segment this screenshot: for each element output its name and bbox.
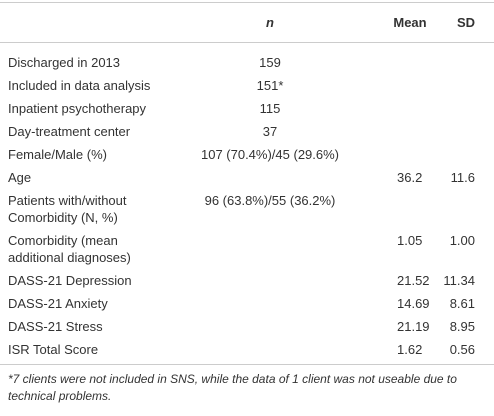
table-cell: 1.62 — [397, 342, 423, 357]
table-cell: 11.6 — [450, 170, 475, 185]
table-cell: 37 — [262, 124, 278, 139]
table-cell: 36.2 — [397, 170, 423, 185]
table-cell — [440, 43, 494, 75]
table-cell — [440, 143, 494, 166]
table-cell: 8.61 — [449, 296, 475, 311]
table-row: Included in data analysis 151* — [0, 74, 494, 97]
table-cell: Female/Male (%) — [8, 147, 107, 162]
table-row: ISR Total Score 1.62 0.56 — [0, 338, 494, 365]
table-cell: 115 — [259, 101, 281, 116]
header-cell: SD — [440, 2, 494, 43]
table-row: DASS-21 Depression 21.52 11.34 — [0, 269, 494, 292]
data-table: n Mean SD Discharged in 2013 159 Included … — [0, 2, 494, 365]
table-cell: Day-treatment center — [8, 124, 131, 139]
footnote: *7 clients were not included in SNS, whi… — [8, 372, 457, 403]
table-row: Day-treatment center 37 — [0, 120, 494, 143]
table-cell — [440, 120, 494, 143]
table-row: Patients with/without Comorbidity (N, %)… — [0, 189, 494, 229]
table-cell — [440, 97, 494, 120]
table-body: Discharged in 2013 159 Included in data an… — [0, 43, 494, 365]
table-cell: DASS-21 Depression — [8, 273, 132, 288]
table-cell: Discharged in 2013 — [8, 55, 121, 70]
table-cell: Included in data analysis — [8, 78, 151, 93]
table-cell: 11.34 — [443, 273, 475, 288]
header-cell — [0, 2, 160, 43]
table-cell: DASS-21 Stress — [8, 319, 103, 334]
table-cell: 159 — [259, 55, 281, 70]
table-cell — [160, 338, 380, 365]
table-cell: 1.00 — [449, 233, 475, 248]
header-row: n Mean SD — [0, 2, 494, 43]
table-cell — [380, 43, 440, 75]
table-cell — [380, 74, 440, 97]
table-cell: 1.05 — [397, 233, 423, 248]
table-cell: Age — [8, 170, 32, 185]
table-cell — [160, 229, 380, 269]
header-cell: n — [160, 2, 380, 43]
table-cell — [440, 189, 494, 229]
table-cell: 151* — [256, 78, 284, 93]
table-cell: DASS-21 Anxiety — [8, 296, 108, 311]
table-cell: Inpatient psychotherapy — [8, 101, 147, 116]
table-cell — [440, 74, 494, 97]
table-cell — [380, 120, 440, 143]
table-cell: 107 (70.4%)/45 (29.6%) — [200, 147, 340, 162]
table-cell — [380, 97, 440, 120]
header-cell: Mean — [380, 2, 440, 43]
table-cell — [160, 166, 380, 189]
table-cell: 14.69 — [397, 296, 430, 311]
table-cell — [160, 315, 380, 338]
table-cell: 96 (63.8%)/55 (36.2%) — [204, 193, 336, 208]
table-cell: 21.19 — [397, 319, 430, 334]
table-cell: ISR Total Score — [8, 342, 99, 357]
table-row: Discharged in 2013 159 — [0, 43, 494, 75]
table-cell: Patients with/without Comorbidity (N, %) — [8, 193, 127, 225]
table-row: Comorbidity (mean additional diagnoses) 1… — [0, 229, 494, 269]
table-cell — [380, 143, 440, 166]
table-cell — [380, 189, 440, 229]
table-cell: Comorbidity (mean additional diagnoses) — [8, 233, 131, 265]
table-cell: 0.56 — [449, 342, 475, 357]
table-cell — [160, 292, 380, 315]
table-cell: 8.95 — [449, 319, 475, 334]
table-row: Age 36.2 11.6 — [0, 166, 494, 189]
table-row: Female/Male (%) 107 (70.4%)/45 (29.6%) — [0, 143, 494, 166]
table-row: DASS-21 Anxiety 14.69 8.61 — [0, 292, 494, 315]
table-cell — [160, 269, 380, 292]
table-row: DASS-21 Stress 21.19 8.95 — [0, 315, 494, 338]
table-row: Inpatient psychotherapy 115 — [0, 97, 494, 120]
table-cell: 21.52 — [397, 273, 430, 288]
